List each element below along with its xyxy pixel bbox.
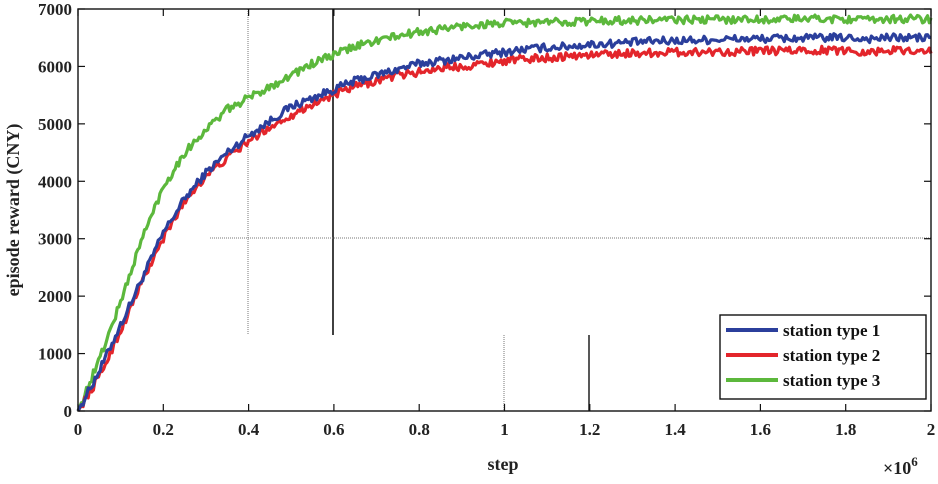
axis-ticks: 0 0.2 0.4 0.6 0.8 1 1.2 1.4 1.6 1.8 2 0 1000 2000 3000… [38, 0, 935, 439]
x-axis-multiplier: ×106 [883, 454, 918, 478]
annotation-lines [210, 9, 931, 411]
x-tick-label: 1.2 [579, 420, 600, 439]
series-line-2 [76, 44, 933, 412]
y-axis-title: episode reward (CNY) [3, 124, 24, 297]
y-tick-label: 2000 [38, 287, 72, 306]
legend-label-3: station type 3 [783, 371, 880, 390]
series-line-3 [76, 13, 933, 412]
x-axis-title: step [488, 454, 519, 474]
x-tick-label: 1.4 [664, 420, 686, 439]
legend-label-1: station type 1 [783, 321, 880, 340]
x-tick-label: 1.8 [835, 420, 856, 439]
y-tick-label: 0 [64, 402, 73, 421]
y-tick-label: 6000 [38, 57, 72, 76]
y-tick-label: 1000 [38, 345, 72, 364]
x-tick-label: 2 [927, 420, 936, 439]
x-tick-label: 0.2 [153, 420, 174, 439]
legend: station type 1 station type 2 station type… [719, 314, 927, 400]
x-axis-multiplier-exponent: 6 [911, 454, 918, 469]
series-group [76, 13, 933, 412]
series-line-1 [76, 32, 932, 412]
legend-label-2: station type 2 [783, 346, 880, 365]
y-tick-label: 4000 [38, 172, 72, 191]
x-tick-label: 0.6 [323, 420, 344, 439]
x-tick-label: 0.8 [409, 420, 430, 439]
y-tick-label: 5000 [38, 115, 72, 134]
x-tick-label: 1 [500, 420, 509, 439]
x-tick-label: 1.6 [750, 420, 771, 439]
x-tick-label: 0 [74, 420, 83, 439]
x-axis-multiplier-base: ×10 [883, 458, 911, 478]
y-tick-label: 3000 [38, 230, 72, 249]
x-tick-label: 0.4 [238, 420, 260, 439]
y-tick-label: 7000 [38, 0, 72, 19]
